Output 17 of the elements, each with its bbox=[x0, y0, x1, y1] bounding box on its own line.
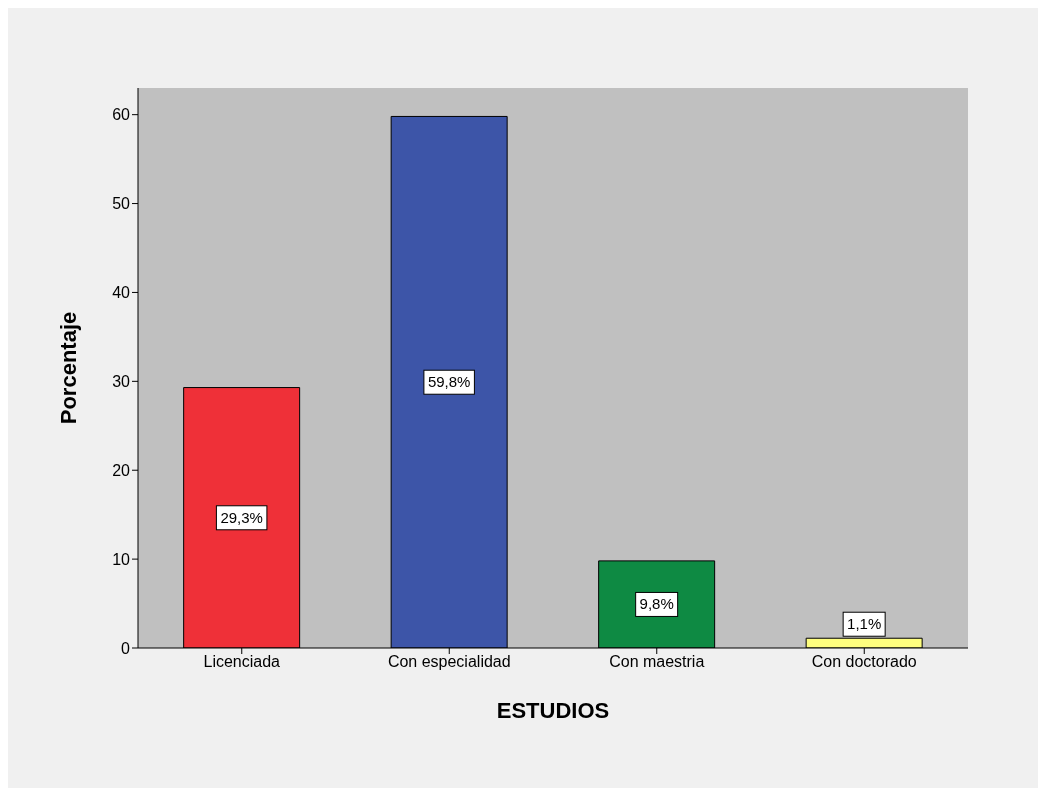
x-tick-label: Con especialidad bbox=[387, 653, 511, 671]
x-tick-label: Con doctorado bbox=[811, 653, 917, 671]
data-label: 9,8% bbox=[639, 595, 674, 613]
y-tick-label: 30 bbox=[112, 373, 131, 391]
data-label: 1,1% bbox=[847, 615, 882, 633]
y-tick-label: 0 bbox=[121, 639, 131, 657]
y-tick-label: 50 bbox=[112, 195, 131, 213]
data-label: 59,8% bbox=[427, 373, 471, 391]
y-tick-label: 20 bbox=[112, 461, 131, 479]
data-label: 29,3% bbox=[220, 508, 263, 526]
y-tick-label: 10 bbox=[112, 550, 131, 568]
x-tick-label: Licenciada bbox=[203, 653, 281, 671]
y-tick-label: 40 bbox=[112, 284, 131, 302]
y-tick-label: 60 bbox=[112, 106, 131, 124]
x-axis-title: ESTUDIOS bbox=[496, 698, 610, 723]
y-axis-title: Porcentaje bbox=[55, 311, 81, 425]
x-tick-label: Con maestria bbox=[609, 653, 705, 671]
